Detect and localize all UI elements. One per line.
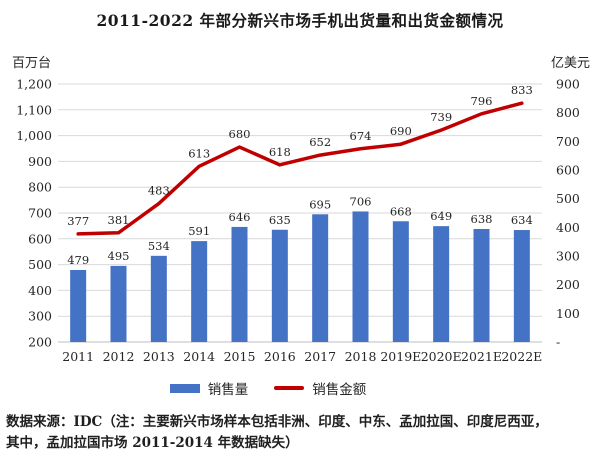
x-axis-label-2011: 2011 <box>62 349 94 364</box>
line-label-2022E: 833 <box>511 83 533 97</box>
left-axis-tick: 800 <box>28 180 52 195</box>
right-axis-tick: 400 <box>556 220 580 235</box>
legend-line-swatch <box>274 386 305 390</box>
x-axis-label-2013: 2013 <box>143 349 175 364</box>
line-label-2020E: 739 <box>430 110 452 124</box>
bar-label-2020E: 649 <box>430 209 452 223</box>
chart-legend: 销售量 销售金额 <box>0 378 568 398</box>
bar-2019E <box>392 221 409 342</box>
left-axis-tick: 1,000 <box>16 128 52 143</box>
line-label-2012: 381 <box>108 213 130 227</box>
bar-2022E <box>513 230 530 342</box>
x-axis-label-2020E: 2020E <box>421 349 462 364</box>
bar-2015 <box>231 226 248 342</box>
data-source-line2: 其中，孟加拉国市场 2011-2014 年数据缺失） <box>6 434 299 451</box>
line-label-2018: 674 <box>350 129 372 143</box>
bar-label-2012: 495 <box>108 249 130 263</box>
legend-volume-label: 销售量 <box>207 382 249 398</box>
left-axis-tick: 600 <box>28 231 52 246</box>
right-axis-tick: 700 <box>556 134 580 149</box>
bar-label-2014: 591 <box>188 224 210 238</box>
bar-2021E <box>473 228 490 342</box>
bar-2016 <box>271 229 288 342</box>
right-axis-tick: 800 <box>556 105 580 120</box>
bar-2020E <box>433 226 450 342</box>
right-axis-tick: 200 <box>556 277 580 292</box>
right-axis-tick: 900 <box>556 77 580 92</box>
line-label-2016: 618 <box>269 145 291 159</box>
x-axis-label-2015: 2015 <box>224 349 256 364</box>
data-source-line1: 数据来源：IDC（注：主要新兴市场样本包括非洲、印度、中东、孟加拉国、印度尼西亚… <box>6 414 548 430</box>
bar-label-2021E: 638 <box>471 212 493 226</box>
bar-label-2018: 706 <box>350 194 372 208</box>
line-label-2014: 613 <box>188 146 210 160</box>
x-axis-label-2017: 2017 <box>304 349 336 364</box>
legend-item-amount: 销售金额 <box>274 378 366 398</box>
right-axis-tick: 600 <box>556 163 580 178</box>
left-axis-unit-label: 百万台 <box>12 56 51 71</box>
x-axis-label-2021E: 2021E <box>461 349 502 364</box>
left-axis-tick: 700 <box>28 206 52 221</box>
right-axis-tick: 300 <box>556 249 580 264</box>
left-axis-tick: 900 <box>28 154 52 169</box>
line-label-2015: 680 <box>229 127 251 141</box>
amount-line <box>76 101 524 236</box>
line-label-2021E: 796 <box>471 94 493 108</box>
right-axis-tick: 500 <box>556 191 580 206</box>
x-axis-label-2018: 2018 <box>345 349 377 364</box>
chart-title: 2011-2022 年部分新兴市场手机出货量和出货金额情况 <box>96 11 504 30</box>
bar-label-2013: 534 <box>148 239 170 253</box>
data-source-note: 数据来源：IDC（注：主要新兴市场样本包括非洲、印度、中东、孟加拉国、印度尼西亚… <box>6 412 596 453</box>
line-label-2013: 483 <box>148 184 170 198</box>
bar-label-2015: 646 <box>229 210 251 224</box>
bar-label-2016: 635 <box>269 213 291 227</box>
left-axis-tick: 1,200 <box>16 77 52 92</box>
line-label-2019E: 690 <box>390 124 412 138</box>
right-axis-unit-label: 亿美元 <box>551 56 590 71</box>
bar-label-2019E: 668 <box>390 204 412 218</box>
bar-2017 <box>312 214 329 342</box>
line-label-2017: 652 <box>309 135 331 149</box>
x-axis-label-2014: 2014 <box>183 349 215 364</box>
bar-2011 <box>70 270 87 342</box>
right-axis-tick: - <box>556 335 560 350</box>
left-axis-tick: 1,100 <box>16 102 52 117</box>
bar-label-2017: 695 <box>309 197 331 211</box>
legend-amount-label: 销售金额 <box>312 382 367 398</box>
bar-label-2011: 479 <box>67 253 89 267</box>
bar-2012 <box>110 265 127 342</box>
left-axis-tick: 200 <box>28 335 52 350</box>
left-axis-tick: 400 <box>28 283 52 298</box>
right-axis-tick: 100 <box>556 306 580 321</box>
x-axis-label-2016: 2016 <box>264 349 296 364</box>
x-axis-label-2012: 2012 <box>103 349 135 364</box>
left-axis-tick: 300 <box>28 309 52 324</box>
x-axis-label-2022E: 2022E <box>501 349 542 364</box>
line-label-2011: 377 <box>67 214 89 228</box>
bar-2018 <box>352 211 369 342</box>
bar-2014 <box>191 241 208 342</box>
bar-label-2022E: 634 <box>511 213 533 227</box>
legend-bar-swatch <box>169 383 200 393</box>
legend-item-volume: 销售量 <box>169 378 249 398</box>
left-axis-tick: 500 <box>28 257 52 272</box>
x-axis-label-2019E: 2019E <box>380 349 421 364</box>
bar-2013 <box>150 255 167 342</box>
